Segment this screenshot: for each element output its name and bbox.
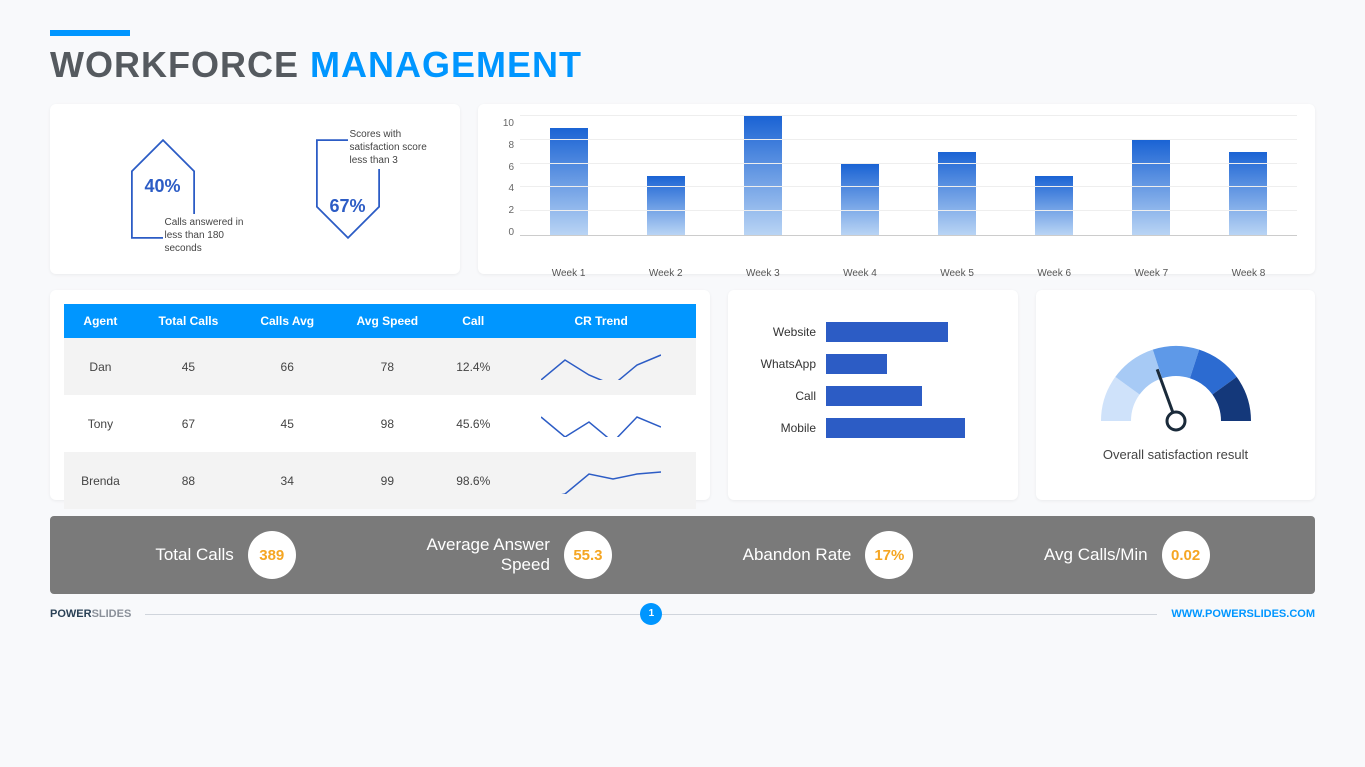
kpi-2-label: Scores with satisfaction score less than… <box>348 126 448 169</box>
stat-label: Avg Calls/Min <box>1044 545 1148 565</box>
table-row: Brenda88349998.6% <box>64 452 696 509</box>
bar <box>1035 176 1073 236</box>
stat-label: Abandon Rate <box>743 545 852 565</box>
bar <box>647 176 685 236</box>
bottom-divider: 1 <box>145 614 1157 615</box>
stat-value: 55.3 <box>564 531 612 579</box>
dashboard-page: WORKFORCE MANAGEMENT 40% Calls answered … <box>0 0 1365 630</box>
hbar-fill <box>826 322 948 342</box>
bottom-bar: POWERSLIDES 1 WWW.POWERSLIDES.COM <box>50 608 1315 620</box>
table-header: Agent <box>64 304 137 338</box>
brand-url: WWW.POWERSLIDES.COM <box>1171 608 1315 620</box>
summary-stat: Avg Calls/Min 0.02 <box>1044 531 1210 579</box>
weekly-bar-chart-card: 1086420 Week 1Week 2Week 3Week 4Week 5We… <box>478 104 1315 274</box>
row-1: 40% Calls answered in less than 180 seco… <box>50 104 1315 274</box>
bar <box>1229 152 1267 235</box>
table-header: Calls Avg <box>240 304 335 338</box>
hbar-label: Mobile <box>746 421 826 435</box>
bar <box>1132 140 1170 235</box>
table-header-row: AgentTotal CallsCalls AvgAvg SpeedCallCR… <box>64 304 696 338</box>
kpi-2-pct: 67% <box>329 196 365 217</box>
hbar-row: Website <box>746 322 1000 342</box>
kpi-1-pct: 40% <box>144 176 180 197</box>
y-axis: 1086420 <box>496 118 520 238</box>
satisfaction-gauge <box>1086 326 1266 426</box>
table-row: Tony67459845.6% <box>64 395 696 452</box>
hbar-row: Mobile <box>746 418 1000 438</box>
bar <box>550 128 588 235</box>
accent-bar <box>50 30 130 36</box>
hbar-row: WhatsApp <box>746 354 1000 374</box>
brand-label: POWERSLIDES <box>50 608 131 620</box>
stat-value: 0.02 <box>1162 531 1210 579</box>
gauge-label: Overall satisfaction result <box>1103 446 1248 464</box>
table-row: Dan45667812.4% <box>64 338 696 395</box>
hbar-label: Website <box>746 325 826 339</box>
agent-table: AgentTotal CallsCalls AvgAvg SpeedCallCR… <box>64 304 696 509</box>
table-body: Dan45667812.4%Tony67459845.6%Brenda88349… <box>64 338 696 509</box>
kpi-card: 40% Calls answered in less than 180 seco… <box>50 104 460 274</box>
table-header: CR Trend <box>506 304 696 338</box>
kpi-item-2: Scores with satisfaction score less than… <box>308 134 388 244</box>
hbar-fill <box>826 354 887 374</box>
table-header: Avg Speed <box>334 304 440 338</box>
summary-stat: Total Calls 389 <box>155 531 295 579</box>
stat-value: 389 <box>248 531 296 579</box>
agent-table-card: AgentTotal CallsCalls AvgAvg SpeedCallCR… <box>50 290 710 500</box>
bar-plot <box>520 116 1297 236</box>
stat-label: Average AnswerSpeed <box>426 535 549 576</box>
hbar-fill <box>826 386 922 406</box>
hbar-label: WhatsApp <box>746 357 826 371</box>
stat-label: Total Calls <box>155 545 233 565</box>
summary-stat: Abandon Rate 17% <box>743 531 914 579</box>
stat-value: 17% <box>865 531 913 579</box>
table-header: Total Calls <box>137 304 240 338</box>
channel-hbar-card: Website WhatsApp Call Mobile <box>728 290 1018 500</box>
title-word-1: WORKFORCE <box>50 44 299 85</box>
bar <box>744 116 782 235</box>
hbar-fill <box>826 418 965 438</box>
summary-footer: Total Calls 389 Average AnswerSpeed 55.3 Aba… <box>50 516 1315 594</box>
row-2: AgentTotal CallsCalls AvgAvg SpeedCallCR… <box>50 290 1315 500</box>
hbar-label: Call <box>746 389 826 403</box>
bar-chart: 1086420 <box>496 116 1297 262</box>
bar <box>841 164 879 235</box>
x-axis-labels: Week 1Week 2Week 3Week 4Week 5Week 6Week… <box>520 262 1297 279</box>
bar <box>938 152 976 235</box>
hbar-row: Call <box>746 386 1000 406</box>
page-number: 1 <box>640 603 662 625</box>
table-header: Call <box>440 304 506 338</box>
gauge-card: Overall satisfaction result <box>1036 290 1315 500</box>
title-word-2: MANAGEMENT <box>310 44 582 85</box>
kpi-item-1: 40% Calls answered in less than 180 seco… <box>123 134 203 244</box>
summary-stat: Average AnswerSpeed 55.3 <box>426 531 611 579</box>
page-title: WORKFORCE MANAGEMENT <box>50 44 1315 86</box>
hbar-container: Website WhatsApp Call Mobile <box>746 322 1000 438</box>
kpi-1-label: Calls answered in less than 180 seconds <box>163 214 263 257</box>
